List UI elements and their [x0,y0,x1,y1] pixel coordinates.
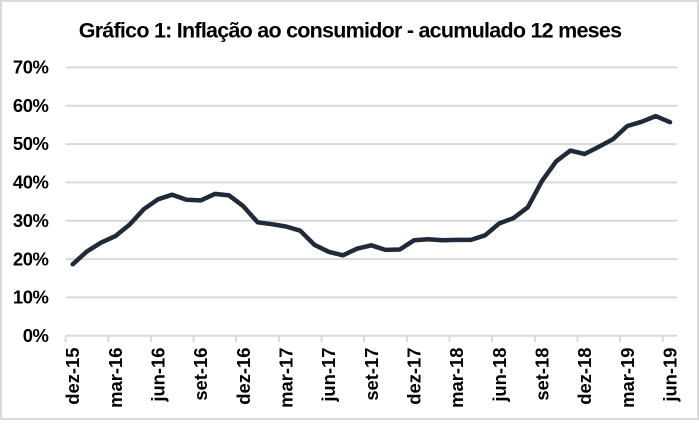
svg-text:30%: 30% [13,210,49,231]
svg-text:60%: 60% [13,95,49,116]
svg-text:set-16: set-16 [190,348,211,401]
svg-text:dez-15: dez-15 [62,348,83,405]
svg-text:set-18: set-18 [532,348,553,401]
svg-text:jun-16: jun-16 [148,348,169,403]
svg-text:mar-16: mar-16 [105,348,126,408]
svg-text:dez-18: dez-18 [574,348,595,405]
svg-text:dez-16: dez-16 [233,348,254,405]
svg-text:Gráfico 1: Inflação ao consumi: Gráfico 1: Inflação ao consumidor - acum… [79,19,622,43]
svg-text:set-17: set-17 [361,348,382,401]
svg-text:50%: 50% [13,133,49,154]
svg-text:mar-18: mar-18 [446,347,467,407]
svg-text:10%: 10% [13,287,49,308]
svg-text:20%: 20% [13,248,49,269]
svg-text:mar-17: mar-17 [276,348,297,408]
svg-text:dez-17: dez-17 [404,348,425,405]
svg-text:40%: 40% [13,172,49,193]
svg-text:70%: 70% [13,57,49,78]
svg-text:jun-19: jun-19 [660,348,681,403]
svg-text:0%: 0% [23,325,49,346]
svg-text:jun-17: jun-17 [318,348,339,403]
svg-text:jun-18: jun-18 [489,348,510,403]
svg-text:mar-19: mar-19 [617,348,638,408]
